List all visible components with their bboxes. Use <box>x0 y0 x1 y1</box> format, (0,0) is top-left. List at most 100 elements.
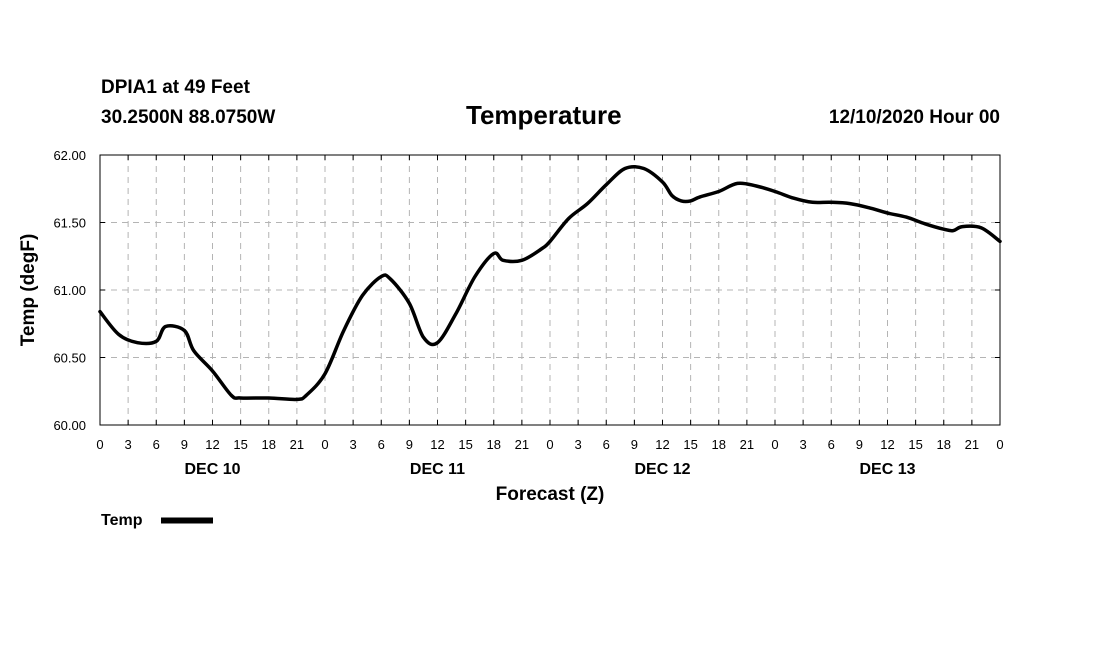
data-point <box>520 259 523 262</box>
data-point <box>239 397 242 400</box>
data-point <box>136 341 139 344</box>
data-point <box>324 372 327 375</box>
x-tick-label: 18 <box>712 437 726 452</box>
data-point <box>211 370 214 373</box>
x-tick-label: 6 <box>153 437 160 452</box>
x-axis-label: Forecast (Z) <box>496 484 605 505</box>
x-tick-label: 18 <box>487 437 501 452</box>
data-point <box>502 259 505 262</box>
x-tick-label: 0 <box>546 437 553 452</box>
x-tick-label: 21 <box>290 437 304 452</box>
x-tick-label: 9 <box>406 437 413 452</box>
data-point <box>155 340 158 343</box>
x-tick-label: 15 <box>458 437 472 452</box>
y-tick-label: 60.00 <box>53 418 86 433</box>
y-tick-labels: 60.00 60.50 61.00 61.50 62.00 <box>53 148 86 433</box>
x-tick-label: 0 <box>96 437 103 452</box>
day-label: DEC 10 <box>184 461 240 478</box>
x-tick-labels: 0 3 6 9 12 15 18 21 0 3 6 9 12 15 18 21 0 3 6 9 12 15 18 21 0 3 6 9… <box>96 437 1003 452</box>
data-point <box>492 252 495 255</box>
x-tick-label: 3 <box>125 437 132 452</box>
data-point <box>736 182 739 185</box>
grid-lines <box>100 155 1000 425</box>
x-tick-label: 21 <box>740 437 754 452</box>
data-point <box>961 225 964 228</box>
x-tick-label: 21 <box>515 437 529 452</box>
data-point <box>980 226 983 229</box>
station-label: DPIA1 at 49 Feet <box>101 77 250 98</box>
data-point <box>380 275 383 278</box>
data-point <box>474 275 477 278</box>
x-tick-label: 12 <box>430 437 444 452</box>
forecast-timestamp: 12/10/2020 Hour 00 <box>828 107 1000 128</box>
x-tick-label: 0 <box>771 437 778 452</box>
data-point <box>942 228 945 231</box>
data-point <box>305 394 308 397</box>
x-tick-label: 9 <box>856 437 863 452</box>
day-label: DEC 11 <box>410 461 465 478</box>
data-point <box>886 212 889 215</box>
data-point <box>567 217 570 220</box>
x-tick-label: 3 <box>800 437 807 452</box>
y-tick-label: 60.50 <box>53 351 86 366</box>
legend-label-temp: Temp <box>101 512 143 529</box>
x-tick-label: 9 <box>631 437 638 452</box>
x-tick-label: 18 <box>262 437 276 452</box>
data-point <box>811 201 814 204</box>
x-tick-label: 9 <box>181 437 188 452</box>
data-point <box>408 302 411 305</box>
x-tick-label: 21 <box>965 437 979 452</box>
data-point <box>267 397 270 400</box>
day-labels: DEC 10 DEC 11 DEC 12 DEC 13 <box>184 461 915 478</box>
data-point <box>436 341 439 344</box>
x-tick-label: 18 <box>937 437 951 452</box>
data-point <box>661 181 664 184</box>
x-tick-label: 15 <box>683 437 697 452</box>
data-point <box>586 202 589 205</box>
data-point <box>999 240 1002 243</box>
x-tick-label: 6 <box>828 437 835 452</box>
x-tick-label: 15 <box>908 437 922 452</box>
x-tick-label: 15 <box>233 437 247 452</box>
data-point <box>455 312 458 315</box>
data-point <box>295 398 298 401</box>
data-point <box>549 240 552 243</box>
x-tick-label: 12 <box>205 437 219 452</box>
x-tick-label: 3 <box>350 437 357 452</box>
data-point <box>867 206 870 209</box>
data-point <box>755 185 758 188</box>
data-point <box>183 329 186 332</box>
data-point <box>792 197 795 200</box>
y-tick-label: 61.00 <box>53 283 86 298</box>
chart-title: Temperature <box>466 100 622 130</box>
day-label: DEC 13 <box>859 461 915 478</box>
data-point <box>699 195 702 198</box>
series-line-temp <box>98 164 1002 402</box>
data-point <box>642 167 645 170</box>
data-point <box>624 167 627 170</box>
x-tick-label: 6 <box>603 437 610 452</box>
data-point <box>361 294 364 297</box>
data-point <box>905 216 908 219</box>
data-point <box>422 336 425 339</box>
x-tick-label: 0 <box>996 437 1003 452</box>
coordinates-label: 30.2500N 88.0750W <box>101 107 276 128</box>
x-tick-label: 0 <box>321 437 328 452</box>
y-tick-label: 61.50 <box>53 216 86 231</box>
y-tick-label: 62.00 <box>53 148 86 163</box>
data-point <box>539 248 542 251</box>
day-label: DEC 12 <box>634 461 690 478</box>
data-point <box>230 394 233 397</box>
data-point <box>689 199 692 202</box>
x-tick-label: 3 <box>575 437 582 452</box>
x-tick-label: 6 <box>378 437 385 452</box>
axis-ticks <box>99 154 1001 426</box>
data-point <box>830 201 833 204</box>
data-point <box>924 222 927 225</box>
y-axis-label: Temp (degF) <box>18 234 39 347</box>
x-tick-label: 12 <box>880 437 894 452</box>
data-point <box>605 183 608 186</box>
data-point <box>99 310 102 313</box>
data-point <box>342 329 345 332</box>
